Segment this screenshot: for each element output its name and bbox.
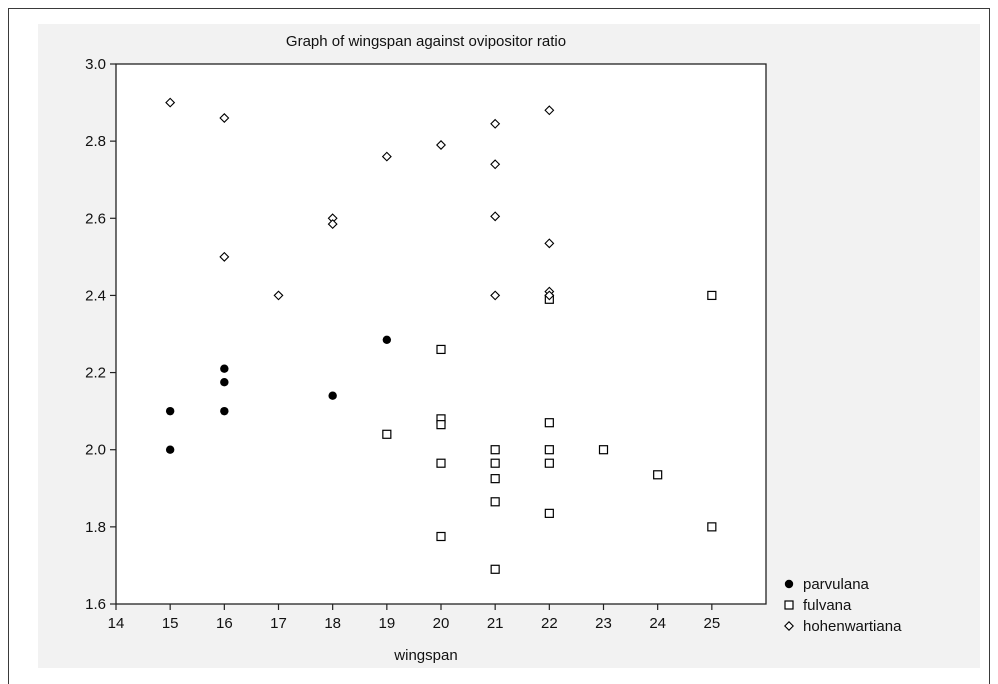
x-tick-label: 16 <box>216 615 233 632</box>
fulvana-point <box>707 290 717 301</box>
y-tick-label: 2.4 <box>85 287 106 304</box>
x-tick-label: 21 <box>487 615 504 632</box>
fulvana-point <box>544 508 554 518</box>
y-tick-label: 3.0 <box>85 56 106 73</box>
fulvana-point <box>544 418 554 428</box>
x-tick-label: 14 <box>108 615 125 632</box>
parvulana-point <box>220 378 229 387</box>
data-points <box>165 97 717 574</box>
hohenwartiana-point <box>544 238 555 249</box>
hohenwartiana-point <box>544 290 555 301</box>
y-tick-label: 1.8 <box>85 519 106 536</box>
parvulana-point <box>382 335 392 344</box>
hohenwartiana-point <box>381 151 392 162</box>
legend-label: parvulana <box>803 576 870 593</box>
x-tick-label: 22 <box>541 615 558 632</box>
y-tick-label: 1.6 <box>85 596 106 613</box>
x-tick-label: 15 <box>162 615 179 632</box>
fulvana-point <box>490 564 500 574</box>
fulvana-point <box>490 497 500 507</box>
x-axis-ticks: 14 15 16 17 18 19 20 21 22 23 24 25 <box>108 604 720 632</box>
hohenwartiana-point <box>165 97 176 108</box>
hohenwartiana-point <box>219 113 230 123</box>
hohenwartiana-point <box>490 159 501 170</box>
legend-label: hohenwartiana <box>803 618 902 635</box>
x-tick-label: 24 <box>649 615 666 632</box>
x-tick-label: 25 <box>703 615 720 632</box>
x-tick-label: 20 <box>433 615 450 632</box>
fulvana-point <box>707 522 717 532</box>
fulvana-point <box>490 445 500 455</box>
y-tick-label: 2.0 <box>85 442 106 459</box>
parvulana-point <box>328 391 337 400</box>
legend-marker <box>784 621 794 631</box>
legend: parvulana fulvana hohenwartiana <box>784 576 902 635</box>
fulvana-point <box>653 470 663 480</box>
hohenwartiana-point <box>219 251 230 262</box>
y-tick-label: 2.8 <box>85 133 106 150</box>
x-tick-label: 17 <box>270 615 287 632</box>
legend-marker <box>784 579 794 589</box>
fulvana-point <box>436 458 446 468</box>
hohenwartiana-point <box>544 105 555 116</box>
y-axis-ticks: 1.6 1.8 2.0 2.2 2.4 2.6 2.8 3.0 <box>85 56 116 613</box>
x-tick-label: 18 <box>324 615 341 632</box>
x-axis-label: wingspan <box>393 647 457 664</box>
parvulana-point <box>220 364 229 373</box>
fulvana-point <box>598 445 609 455</box>
fulvana-point <box>490 474 500 484</box>
hohenwartiana-point <box>327 219 338 230</box>
fulvana-point <box>544 445 554 455</box>
hohenwartiana-point <box>490 118 501 129</box>
fulvana-point <box>436 420 446 430</box>
fulvana-point <box>436 344 446 355</box>
y-tick-label: 2.2 <box>85 365 106 382</box>
fulvana-point <box>436 531 446 542</box>
hohenwartiana-point <box>490 290 501 301</box>
x-tick-label: 23 <box>595 615 612 632</box>
hohenwartiana-point <box>273 290 284 301</box>
legend-marker <box>784 600 794 610</box>
fulvana-point <box>544 458 554 468</box>
fulvana-point <box>382 429 392 439</box>
hohenwartiana-point <box>436 140 446 150</box>
parvulana-point <box>220 406 229 416</box>
hohenwartiana-point <box>490 211 501 222</box>
y-tick-label: 2.6 <box>85 210 106 227</box>
parvulana-point <box>165 406 175 416</box>
parvulana-point <box>165 445 175 454</box>
x-tick-label: 19 <box>378 615 395 632</box>
chart-title: Graph of wingspan against ovipositor rat… <box>286 33 566 50</box>
fulvana-point <box>490 458 500 468</box>
legend-label: fulvana <box>803 597 852 614</box>
